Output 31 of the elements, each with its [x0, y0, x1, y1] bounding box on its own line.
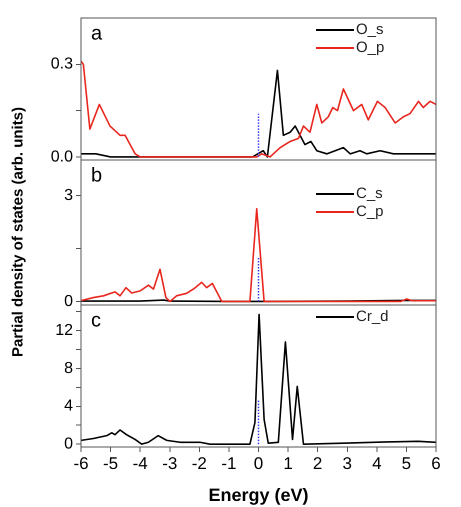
- x-tick-label: 0: [254, 454, 264, 473]
- x-tick-label: 2: [312, 454, 322, 473]
- y-tick-label: 0.0: [50, 148, 74, 166]
- x-tick-label: 4: [372, 454, 382, 473]
- x-tick-label: -2: [192, 454, 207, 473]
- y-axis-title: Partial density of states (arb. units): [10, 106, 26, 358]
- y-tick-label: 0: [64, 436, 74, 453]
- y-tick-label: 0.3: [50, 56, 74, 73]
- legend-label: O_s: [356, 21, 384, 38]
- x-tick-label: -3: [162, 454, 178, 473]
- annotation: a: [91, 22, 103, 45]
- x-axis-title: Energy (eV): [208, 485, 309, 506]
- legend-label: C_s: [356, 185, 383, 202]
- annotation: b: [91, 164, 102, 187]
- x-tick-label: 1: [283, 454, 293, 473]
- y-tick-label: 3: [64, 186, 74, 204]
- y-tick-label: 0: [64, 292, 74, 310]
- x-tick-label: -5: [103, 454, 118, 473]
- annotation: c: [91, 310, 101, 332]
- y-tick-label: 12: [55, 322, 74, 339]
- legend-label: O_p: [356, 39, 384, 56]
- x-tick-label: -1: [221, 454, 236, 473]
- x-tick-label: -6: [73, 454, 89, 473]
- legend-label: C_p: [356, 203, 384, 220]
- x-tick-label: 3: [342, 454, 352, 473]
- y-tick-label: 8: [64, 360, 74, 377]
- x-tick-label: 6: [431, 454, 441, 473]
- legend-label: Cr_d: [356, 308, 389, 326]
- x-tick-label: -4: [132, 454, 148, 473]
- y-tick-label: 4: [64, 398, 74, 415]
- x-tick-label: 5: [402, 454, 412, 473]
